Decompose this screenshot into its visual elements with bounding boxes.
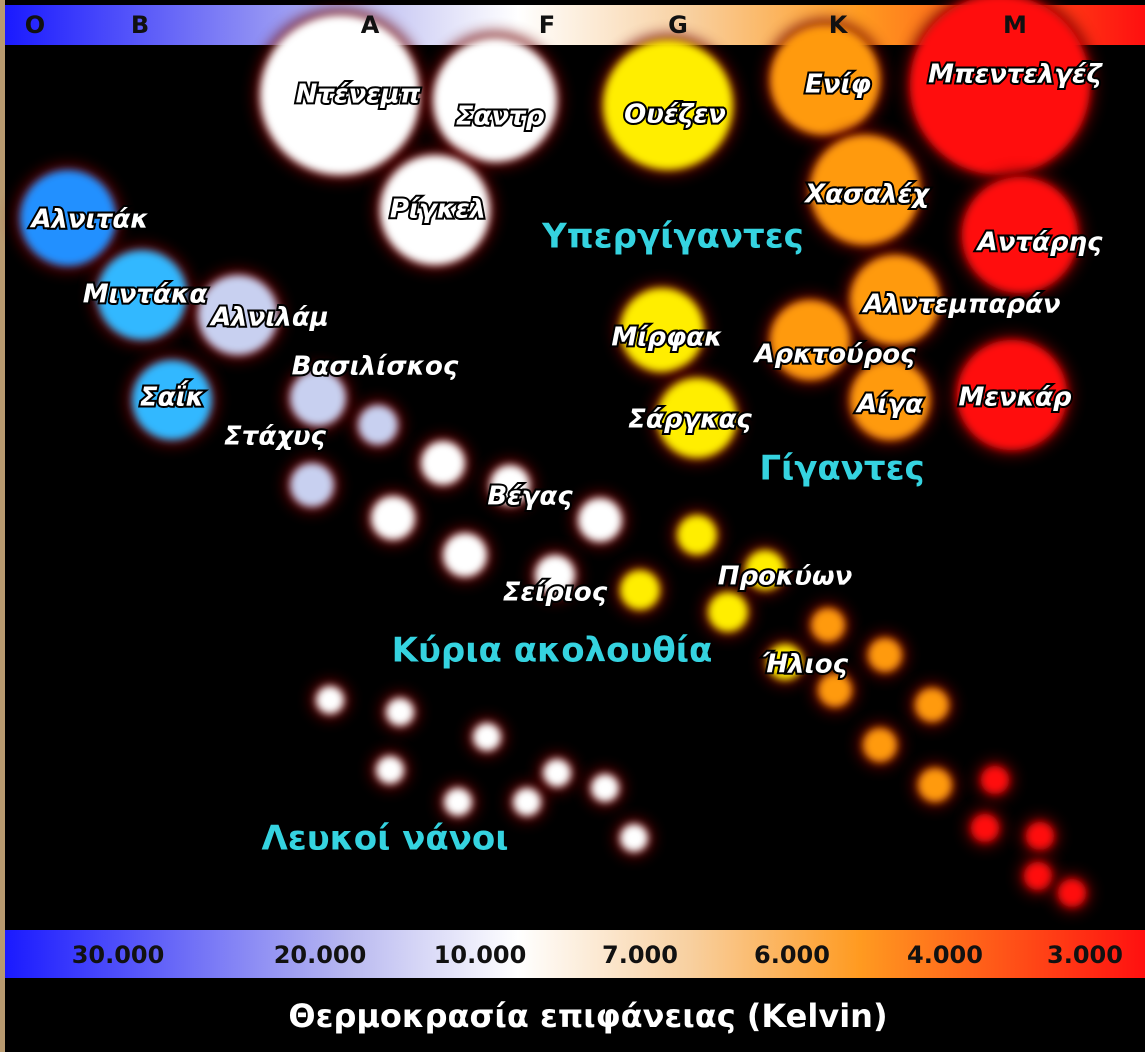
star <box>1058 879 1086 907</box>
star-label: Μπεντελγέζ <box>928 60 1103 90</box>
star-label: Αλντεμπαράν <box>861 290 1060 320</box>
star <box>708 592 748 632</box>
star <box>811 608 845 642</box>
star <box>918 768 952 802</box>
temperature-label: 6.000 <box>754 941 830 969</box>
star-label: Ντένεμπ <box>296 80 421 110</box>
star-label: Σαντρ <box>456 102 545 132</box>
star <box>677 515 717 555</box>
star <box>290 463 334 507</box>
star-label: Βασιλίσκος <box>292 352 459 382</box>
region-label: Γίγαντες <box>759 449 924 489</box>
star <box>1024 862 1052 890</box>
star-label: Μιντάκα <box>83 280 208 310</box>
star <box>513 788 541 816</box>
star-label: Μίρφακ <box>611 323 722 353</box>
star <box>591 774 619 802</box>
star-label: Σείριος <box>503 578 608 608</box>
star-label: Σάργκας <box>628 405 752 435</box>
star <box>915 688 949 722</box>
star <box>473 723 501 751</box>
star-label: Αλνιλάμ <box>209 303 329 333</box>
hr-diagram: Ντένεμπ Σαντρ Ρίγκελ Ουέζεν Ενίφ Μπεντελγέζ Χα… <box>0 0 1145 1052</box>
star <box>578 498 622 542</box>
star <box>316 686 344 714</box>
star-label: Χασαλέχ <box>803 180 931 210</box>
star <box>868 638 902 672</box>
star-label: Αντάρης <box>976 228 1103 258</box>
region-label: Κύρια ακολουθία <box>392 631 713 671</box>
star <box>620 570 660 610</box>
spectral-class: F <box>539 11 555 39</box>
star <box>971 814 999 842</box>
star-label: Ουέζεν <box>624 100 726 130</box>
star <box>358 405 398 445</box>
temperature-label: 7.000 <box>602 941 678 969</box>
star <box>1026 822 1054 850</box>
temperature-label: 20.000 <box>274 941 367 969</box>
star-label: Ρίγκελ <box>390 195 486 225</box>
star <box>981 766 1009 794</box>
spectral-class: K <box>829 11 849 39</box>
star-label: Μενκάρ <box>958 383 1071 413</box>
temperature-label: 3.000 <box>1047 941 1123 969</box>
temperature-label: 10.000 <box>434 941 527 969</box>
spectral-class: B <box>131 11 149 39</box>
region-label: Υπεργίγαντες <box>541 217 804 257</box>
star-label: Ενίφ <box>805 70 871 100</box>
region-label: Λευκοί νάνοι <box>261 819 508 859</box>
spectral-class: G <box>668 11 688 39</box>
star-label: Προκύων <box>718 562 853 592</box>
star <box>863 728 897 762</box>
spectral-class: O <box>25 11 45 39</box>
star-label: Αρκτούρος <box>752 340 916 370</box>
star <box>386 698 414 726</box>
star <box>543 759 571 787</box>
star <box>444 788 472 816</box>
temperature-label: 4.000 <box>907 941 983 969</box>
star-label: Αλνιτάκ <box>29 205 148 235</box>
temperature-label: 30.000 <box>72 941 165 969</box>
spectral-class: A <box>361 11 380 39</box>
star <box>433 38 557 162</box>
axis-title: Θερμοκρασία επιφάνειας (Kelvin) <box>288 997 887 1035</box>
star-label: Στάχυς <box>224 422 327 452</box>
star <box>376 756 404 784</box>
star <box>371 496 415 540</box>
star-label: Βέγας <box>487 482 573 512</box>
star-label: Ήλιος <box>762 650 849 680</box>
spectral-class: M <box>1003 11 1027 39</box>
star <box>443 533 487 577</box>
star-label: Αίγα <box>855 390 923 420</box>
star <box>421 441 465 485</box>
star <box>620 824 648 852</box>
star-label: Σαΐκ <box>140 379 204 413</box>
